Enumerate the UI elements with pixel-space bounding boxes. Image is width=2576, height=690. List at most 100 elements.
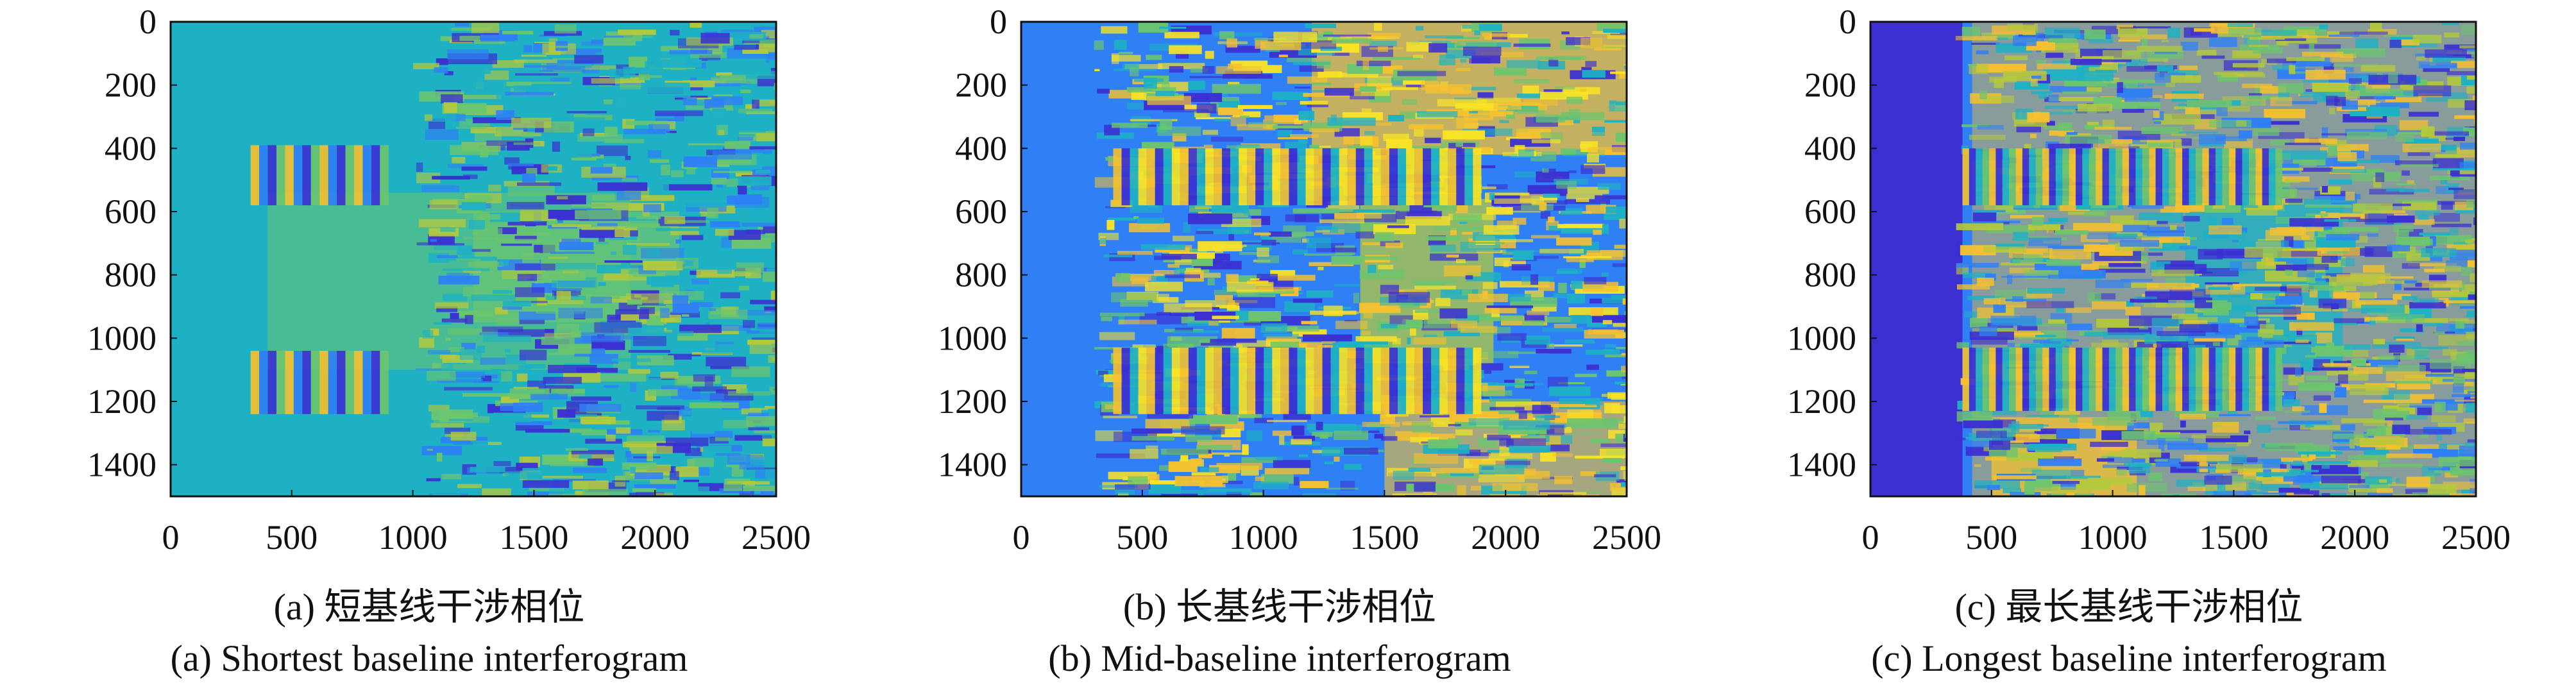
- phase-speckle: [1148, 432, 1196, 437]
- phase-speckle: [2258, 132, 2305, 139]
- phase-speckle: [1566, 294, 1586, 304]
- phase-speckle: [660, 308, 670, 318]
- phase-speckle: [1552, 120, 1573, 126]
- phase-speckle: [634, 472, 663, 480]
- phase-speckle: [2248, 95, 2291, 99]
- phase-speckle: [2398, 132, 2434, 135]
- phase-speckle: [1625, 428, 1627, 439]
- phase-speckle: [1557, 382, 1585, 385]
- phase-speckle: [1446, 254, 1459, 258]
- phase-speckle: [530, 394, 568, 400]
- phase-speckle: [1495, 460, 1530, 466]
- phase-speckle: [2247, 35, 2261, 44]
- fringe-stripe: [1389, 148, 1398, 206]
- phase-speckle: [629, 195, 675, 201]
- phase-speckle: [2218, 294, 2258, 298]
- phase-speckle: [581, 227, 614, 230]
- phase-speckle: [1524, 314, 1545, 322]
- phase-speckle: [665, 437, 709, 446]
- phase-speckle: [689, 402, 739, 408]
- phase-speckle: [713, 94, 733, 97]
- phase-speckle: [2062, 110, 2107, 113]
- fringe-stripe: [2002, 348, 2010, 411]
- phase-speckle: [2285, 288, 2302, 298]
- phase-speckle: [1603, 28, 1627, 33]
- phase-speckle: [1624, 311, 1627, 317]
- phase-speckle: [1148, 485, 1182, 494]
- phase-speckle: [555, 46, 568, 48]
- phase-speckle: [1554, 56, 1586, 60]
- phase-speckle: [493, 460, 511, 466]
- phase-speckle: [735, 171, 767, 177]
- phase-speckle: [1506, 60, 1540, 69]
- phase-speckle: [634, 484, 676, 489]
- phase-speckle: [557, 391, 585, 397]
- phase-speckle: [2028, 443, 2077, 451]
- phase-speckle: [2318, 298, 2347, 308]
- phase-speckle: [1538, 282, 1555, 291]
- phase-speckle: [2278, 176, 2310, 182]
- fringe-stripe: [2009, 148, 2016, 206]
- phase-speckle: [2171, 75, 2201, 83]
- phase-speckle: [672, 295, 689, 305]
- phase-speckle: [551, 389, 585, 394]
- fringe-stripe: [1146, 148, 1155, 206]
- phase-speckle: [2373, 408, 2410, 420]
- phase-speckle: [2303, 462, 2312, 471]
- phase-speckle: [2321, 133, 2370, 136]
- x-tick-label: 500: [1116, 518, 1168, 557]
- phase-speckle: [2146, 283, 2195, 290]
- fringe-stripe: [1406, 148, 1415, 206]
- phase-speckle: [435, 302, 469, 308]
- phase-speckle: [2465, 239, 2474, 244]
- phase-speckle: [648, 430, 660, 433]
- phase-speckle: [541, 271, 586, 281]
- phase-speckle: [1582, 491, 1602, 494]
- fringe-stripe: [2135, 348, 2142, 411]
- phase-speckle: [2045, 105, 2087, 110]
- phase-speckle: [2293, 460, 2302, 466]
- phase-speckle: [471, 294, 516, 301]
- phase-speckle: [1368, 36, 1400, 39]
- phase-speckle: [1602, 458, 1622, 463]
- phase-speckle: [2147, 221, 2168, 224]
- fringe-stripe: [2182, 148, 2189, 206]
- fringe-stripe: [1330, 348, 1339, 414]
- phase-speckle: [1623, 63, 1627, 67]
- phase-speckle: [2385, 426, 2391, 436]
- phase-speckle: [1131, 280, 1148, 284]
- phase-speckle: [1240, 242, 1280, 244]
- phase-speckle: [443, 294, 468, 301]
- phase-speckle: [1586, 349, 1620, 355]
- phase-speckle: [2284, 179, 2301, 183]
- phase-speckle: [2118, 39, 2140, 42]
- phase-speckle: [2286, 57, 2325, 62]
- phase-speckle: [461, 166, 487, 171]
- phase-speckle: [1098, 233, 1119, 240]
- phase-speckle: [1140, 244, 1185, 250]
- phase-speckle: [2319, 200, 2356, 203]
- phase-speckle: [734, 197, 770, 208]
- y-tick-label: 400: [1804, 129, 1856, 167]
- phase-speckle: [1500, 383, 1544, 385]
- phase-speckle: [715, 228, 734, 236]
- phase-speckle: [2443, 300, 2476, 303]
- phase-speckle: [2297, 270, 2315, 278]
- phase-speckle: [2421, 399, 2472, 404]
- phase-speckle: [1542, 327, 1584, 332]
- phase-speckle: [434, 67, 448, 74]
- phase-speckle: [2048, 217, 2068, 222]
- phase-speckle: [1353, 292, 1360, 304]
- phase-speckle: [550, 251, 595, 254]
- phase-speckle: [2474, 84, 2476, 90]
- phase-speckle: [562, 429, 612, 435]
- phase-speckle: [728, 230, 761, 240]
- phase-speckle: [1242, 444, 1249, 455]
- phase-speckle: [1462, 128, 1513, 136]
- phase-speckle: [2107, 410, 2149, 421]
- phase-speckle: [645, 61, 663, 71]
- phase-speckle: [1218, 320, 1230, 323]
- phase-speckle: [1162, 489, 1204, 496]
- phase-speckle: [614, 228, 631, 237]
- phase-speckle: [2296, 312, 2315, 320]
